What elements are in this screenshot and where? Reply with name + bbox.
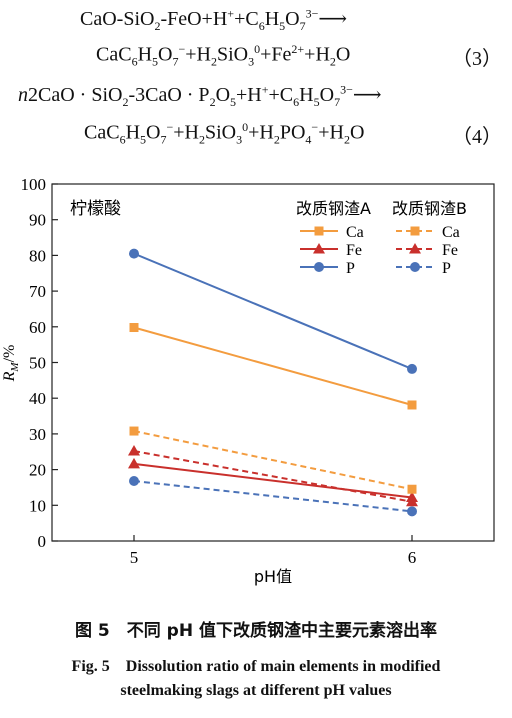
legend-marker-fe-b [409,243,421,254]
data-point-p-a [407,363,417,374]
x-tick-label: 6 [408,548,417,567]
legend-label-fe-a: Fe [346,242,362,259]
y-tick-label: 60 [29,318,46,337]
series-line-ca-a [133,326,413,406]
legend-marker-ca-a [314,226,324,236]
legend-header-a: 改质钢渣A [296,199,371,218]
y-tick-label: 100 [21,175,47,194]
legend-label-ca-b: Ca [442,224,460,241]
y-tick-label: 40 [29,389,46,408]
figure-caption-zh: 图 5 不同 pH 值下改质钢渣中主要元素溶出率 [75,621,437,641]
legend-header-b: 改质钢渣B [392,199,467,218]
y-tick-label: 50 [29,354,46,373]
equation-number-3: （3） [452,48,502,70]
data-point-ca-a [129,323,139,333]
series-line-ca-b [133,430,413,491]
series-line-fe-b [133,450,413,503]
dissolution-chart: 0 10 20 30 40 50 60 70 80 90 100 5 6 RM/% pH值 柠檬酸 改… [1,175,495,586]
series-line-p-b [133,480,413,513]
data-point-ca-b [407,484,417,494]
figure-caption-en-line1: Fig. 5 Dissolution ratio of main element… [71,658,441,675]
legend-marker-p-b [410,262,420,272]
equation-line-3: n2CaO · SiO2-3CaO · P2O5+H++C6H5O73−⟶ [18,82,382,109]
x-axis-label: pH值 [254,567,292,586]
legend-marker-p-a [314,262,324,272]
y-tick-label: 80 [29,246,46,265]
series-line-p-a [133,252,413,370]
legend-label-ca-a: Ca [346,224,364,241]
data-point-fe-b [406,495,418,507]
data-point-fe-a [128,457,140,469]
equation-line-4: CaC6H5O7−+H2SiO30+H2PO4−+H2O [84,120,365,147]
y-tick-label: 30 [29,425,46,444]
data-point-p-b [129,476,139,487]
y-tick-label: 70 [29,282,46,301]
equation-line-1: CaO-SiO2-FeO+H++C6H5O73−⟶ [80,6,348,33]
annotation-citric-acid: 柠檬酸 [70,199,121,219]
x-tick-label: 5 [130,548,139,567]
equation-line-2: CaC6H5O7−+H2SiO30+Fe2++H2O [96,42,351,69]
y-tick-label: 10 [29,496,46,515]
legend-label-p-b: P [442,260,451,277]
legend-marker-ca-b [410,226,420,236]
plot-frame [51,183,495,542]
y-axis-label: RM/% [1,345,21,383]
data-point-ca-a [407,400,417,410]
legend-label-p-a: P [346,260,355,277]
data-point-fe-b [128,445,140,456]
y-tick-label: 0 [38,532,47,551]
series-line-fe-a [133,462,413,499]
data-point-p-b [407,506,417,517]
equation-number-4: （4） [452,126,502,148]
data-point-p-a [129,248,139,259]
data-point-ca-b [129,426,139,436]
legend-marker-fe-a [313,243,325,254]
legend-label-fe-b: Fe [442,242,458,259]
y-tick-label: 90 [29,211,46,230]
figure-caption-en-line2: steelmaking slags at different pH values [120,682,392,699]
y-tick-label: 20 [29,461,46,480]
